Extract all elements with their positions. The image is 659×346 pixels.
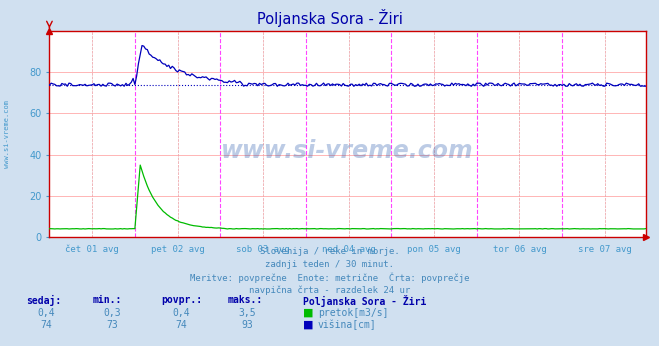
Text: pretok[m3/s]: pretok[m3/s] — [318, 308, 388, 318]
Text: www.si-vreme.com: www.si-vreme.com — [221, 138, 474, 163]
Text: 0,4: 0,4 — [173, 308, 190, 318]
Text: 73: 73 — [106, 320, 118, 330]
Text: navpična črta - razdelek 24 ur: navpična črta - razdelek 24 ur — [249, 285, 410, 295]
Text: www.si-vreme.com: www.si-vreme.com — [3, 100, 10, 168]
Text: maks.:: maks.: — [227, 295, 262, 305]
Text: 74: 74 — [40, 320, 52, 330]
Text: višina[cm]: višina[cm] — [318, 320, 376, 330]
Text: Slovenija / reke in morje.: Slovenija / reke in morje. — [260, 247, 399, 256]
Text: Poljanska Sora - Žiri: Poljanska Sora - Žiri — [256, 9, 403, 27]
Text: ■: ■ — [303, 308, 314, 318]
Text: 93: 93 — [241, 320, 253, 330]
Text: 74: 74 — [175, 320, 187, 330]
Text: Poljanska Sora - Žiri: Poljanska Sora - Žiri — [303, 295, 426, 307]
Text: Meritve: povprečne  Enote: metrične  Črta: povprečje: Meritve: povprečne Enote: metrične Črta:… — [190, 273, 469, 283]
Text: povpr.:: povpr.: — [161, 295, 202, 305]
Text: zadnji teden / 30 minut.: zadnji teden / 30 minut. — [265, 260, 394, 269]
Text: 0,4: 0,4 — [38, 308, 55, 318]
Text: min.:: min.: — [92, 295, 122, 305]
Text: 3,5: 3,5 — [239, 308, 256, 318]
Text: sedaj:: sedaj: — [26, 295, 61, 306]
Text: 0,3: 0,3 — [103, 308, 121, 318]
Text: ■: ■ — [303, 320, 314, 330]
